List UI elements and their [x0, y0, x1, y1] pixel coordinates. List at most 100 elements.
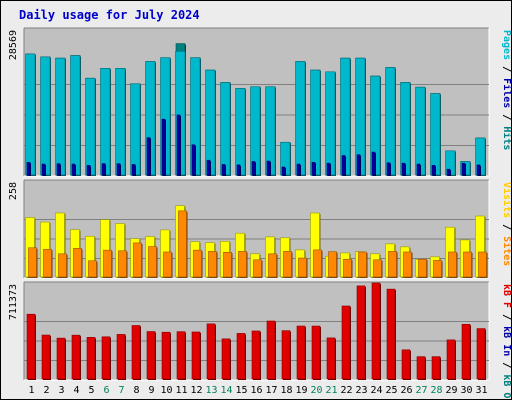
- bar-kbytes: [266, 320, 276, 380]
- day-label: 18: [280, 385, 292, 396]
- bar-pages: [71, 163, 76, 176]
- bar-hits: [25, 53, 36, 176]
- bar-sites: [283, 251, 293, 278]
- bar-sites: [103, 249, 113, 278]
- panel-scale-label: 711373: [8, 284, 19, 320]
- bar-hits: [40, 56, 51, 176]
- bar-pages: [236, 164, 241, 176]
- legend-entry: kB In: [501, 326, 512, 356]
- bar-pages: [341, 155, 346, 176]
- day-label: 22: [340, 385, 352, 396]
- bar-kbytes: [296, 325, 306, 380]
- bar-pages: [176, 114, 181, 176]
- day-label: 31: [475, 385, 487, 396]
- day-label: 10: [160, 385, 172, 396]
- legend-entry: Hits: [501, 126, 512, 150]
- day-label: 24: [370, 385, 382, 396]
- day-label: 4: [73, 385, 79, 396]
- bar-sites: [163, 251, 173, 278]
- bar-sites: [193, 249, 203, 278]
- day-label: 12: [190, 385, 202, 396]
- bar-kbytes: [356, 285, 366, 380]
- day-label: 23: [355, 385, 367, 396]
- bar-pages: [26, 162, 31, 176]
- bar-hits: [295, 61, 306, 176]
- bar-sites: [373, 259, 383, 278]
- bar-hits: [115, 68, 126, 176]
- x-axis-day-labels: 1 2 3 4 5 6 7 8 9 10 11 12 13 14 15 16 17 18 19 20 21 22 23 24 2…: [28, 385, 487, 396]
- day-label: 20: [310, 385, 322, 396]
- day-label: 28: [430, 385, 442, 396]
- bar-hits: [310, 69, 321, 176]
- day-label: 2: [43, 385, 49, 396]
- day-label: 29: [445, 385, 457, 396]
- bar-kbytes: [251, 330, 261, 380]
- day-label: 7: [118, 385, 124, 396]
- bar-pages: [401, 162, 406, 176]
- bar-pages: [266, 160, 271, 176]
- bar-hits: [415, 86, 426, 176]
- bar-pages: [161, 118, 166, 176]
- day-label: 11: [175, 385, 187, 396]
- day-label: 6: [103, 385, 109, 396]
- bar-sites: [88, 260, 98, 278]
- bar-pages: [296, 163, 301, 176]
- bar-pages: [326, 162, 331, 176]
- bar-sites: [298, 257, 308, 278]
- bar-hits: [55, 57, 66, 176]
- bar-pages: [101, 163, 106, 176]
- bar-sites: [28, 247, 38, 278]
- bar-sites: [328, 251, 338, 278]
- bar-hits: [400, 82, 411, 176]
- bar-kbytes: [71, 334, 81, 380]
- bar-sites: [268, 253, 278, 278]
- panel-legend: kB F / kB In / kB Out: [501, 284, 512, 400]
- bar-pages: [461, 162, 466, 176]
- bar-kbytes: [161, 331, 171, 380]
- panel-legend: Visits / Sites: [501, 182, 512, 266]
- legend-entry: Sites: [501, 236, 512, 266]
- day-label: 5: [88, 385, 94, 396]
- bar-kbytes: [26, 313, 36, 380]
- bar-kbytes: [131, 325, 141, 380]
- bar-pages: [356, 154, 361, 176]
- bar-pages: [86, 165, 91, 176]
- legend-entry: /: [501, 60, 512, 78]
- day-label: 17: [265, 385, 277, 396]
- day-label: 21: [325, 385, 337, 396]
- day-label: 15: [235, 385, 247, 396]
- bar-pages: [311, 162, 316, 176]
- day-label: 8: [133, 385, 139, 396]
- bar-sites: [358, 251, 368, 278]
- panel-bars: [25, 43, 486, 177]
- bar-pages: [416, 163, 421, 176]
- bar-hits: [430, 93, 441, 176]
- bar-kbytes: [281, 330, 291, 380]
- bar-kbytes: [326, 337, 336, 380]
- bar-pages: [386, 162, 391, 176]
- panel-visits: 258 Visits / Sites: [8, 179, 512, 279]
- bar-kbytes: [86, 337, 96, 380]
- bar-kbytes: [341, 305, 351, 380]
- bar-pages: [221, 164, 226, 176]
- day-label: 26: [400, 385, 412, 396]
- day-label: 13: [205, 385, 217, 396]
- bar-pages: [371, 151, 376, 176]
- bar-sites: [418, 258, 428, 278]
- panel-scale-label: 28569: [8, 30, 19, 60]
- bar-sites: [433, 260, 443, 278]
- panel-bars: [26, 282, 486, 380]
- bar-pages: [476, 164, 481, 176]
- bar-hits: [70, 55, 81, 177]
- bar-sites: [43, 248, 53, 278]
- panel-bars: [25, 205, 488, 278]
- bar-sites: [208, 251, 218, 278]
- day-label: 16: [250, 385, 262, 396]
- bar-pages: [281, 166, 286, 176]
- bar-kbytes: [446, 339, 456, 380]
- bar-kbytes: [431, 356, 441, 380]
- bar-kbytes: [221, 338, 231, 380]
- chart-title: Daily usage for July 2024: [19, 8, 200, 22]
- bar-hits: [385, 67, 396, 176]
- bar-hits: [85, 77, 96, 176]
